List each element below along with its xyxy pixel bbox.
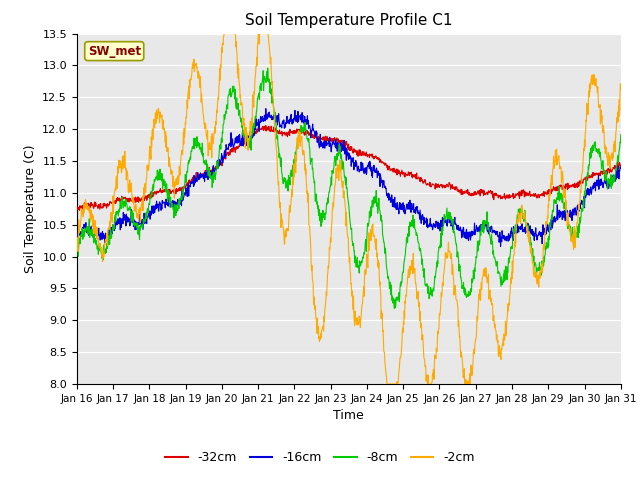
Text: SW_met: SW_met [88, 45, 141, 58]
X-axis label: Time: Time [333, 409, 364, 422]
Legend: -32cm, -16cm, -8cm, -2cm: -32cm, -16cm, -8cm, -2cm [160, 446, 480, 469]
Title: Soil Temperature Profile C1: Soil Temperature Profile C1 [245, 13, 452, 28]
Y-axis label: Soil Temperature (C): Soil Temperature (C) [24, 144, 36, 273]
